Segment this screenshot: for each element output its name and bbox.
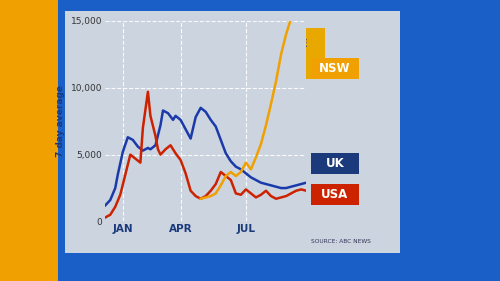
Text: USA: USA bbox=[322, 188, 348, 201]
Bar bbox=[110, 28, 325, 79]
Y-axis label: 7 day average: 7 day average bbox=[56, 85, 66, 157]
Bar bbox=[0, 0, 58, 281]
Bar bbox=[311, 184, 358, 205]
Bar bbox=[311, 58, 358, 79]
Text: PER CAPITA VACCINATION PACE: PER CAPITA VACCINATION PACE bbox=[116, 39, 308, 49]
Text: NSW: NSW bbox=[319, 62, 350, 75]
Text: Daily doses per million people: Daily doses per million people bbox=[116, 63, 243, 72]
Bar bbox=[65, 11, 400, 253]
Bar bbox=[311, 153, 358, 174]
Text: UK: UK bbox=[326, 157, 344, 170]
Text: SOURCE: ABC NEWS: SOURCE: ABC NEWS bbox=[311, 239, 371, 244]
